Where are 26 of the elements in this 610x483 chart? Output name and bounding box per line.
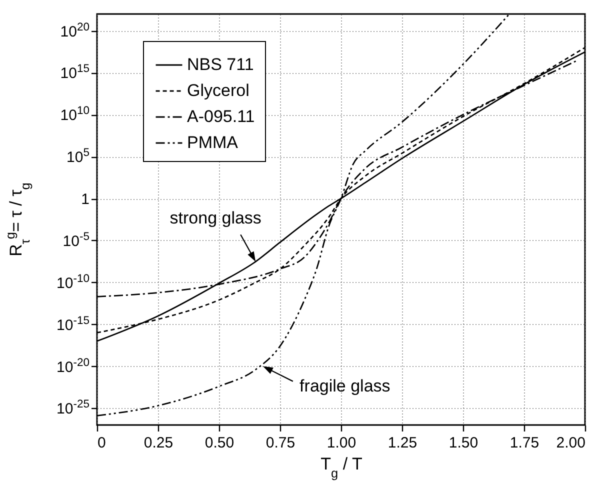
y-tick-label: 10$^{-15}$ — [56, 314, 90, 334]
x-tick-label: 1.25 — [388, 434, 418, 452]
x-tick-label: 0.50 — [204, 434, 234, 452]
legend-label: PMMA — [187, 133, 239, 152]
x-tick-label: 0.25 — [144, 434, 174, 452]
y-tick-label: 10$^{-10}$ — [56, 272, 90, 292]
x-tick-label: 1.75 — [510, 434, 540, 452]
legend-label: A-095.11 — [187, 107, 255, 126]
y-tick-label: 10$^{-25}$ — [56, 398, 90, 418]
x-tick-label: 1.50 — [448, 434, 478, 452]
annotation: strong glass — [170, 208, 262, 228]
y-tick-label: 10$^{15}$ — [60, 63, 90, 82]
y-tick-label: 10$^{-20}$ — [56, 356, 90, 376]
y-tick-label: 10$^{10}$ — [60, 105, 90, 124]
y-tick-label: 10$^{5}$ — [66, 147, 90, 166]
x-tick-label: 1.00 — [326, 434, 356, 452]
y-tick-label: 1 — [81, 191, 90, 208]
legend-label: NBS 711 — [187, 55, 254, 74]
x-tick-label: 2.00 — [556, 434, 586, 452]
y-tick-label: 10$^{-5}$ — [62, 230, 90, 250]
annotation: fragile glass — [300, 376, 390, 396]
x-tick-label: 0.75 — [266, 434, 296, 452]
x-axis-title: T$_{g}$ / T — [320, 454, 362, 480]
y-tick-label: 10$^{20}$ — [60, 21, 90, 40]
legend-label: Glycerol — [187, 81, 250, 100]
x-tick-label: 0 — [98, 434, 106, 452]
